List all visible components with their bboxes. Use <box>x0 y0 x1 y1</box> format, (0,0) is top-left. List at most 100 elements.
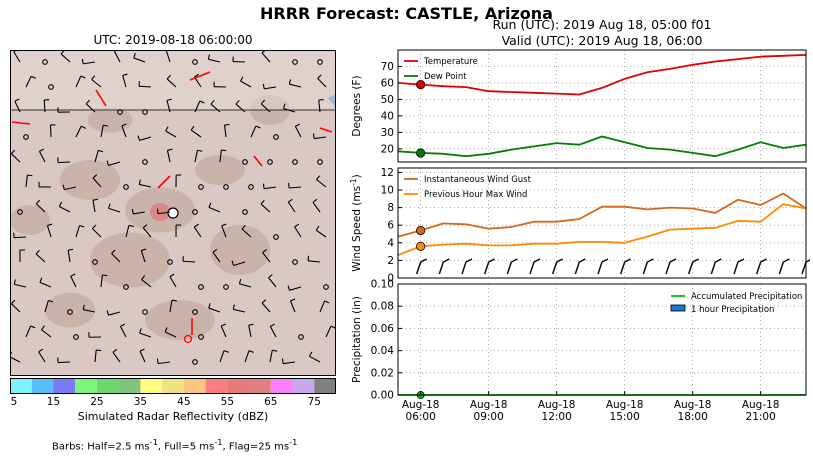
colorbar-tick-label: 5 <box>11 396 18 406</box>
calm-wind-marker <box>298 334 304 340</box>
colorbar-swatch <box>75 378 97 394</box>
wind-barb <box>121 123 127 138</box>
colorbar-swatch <box>53 378 76 394</box>
y-tick-label: 10 <box>381 185 394 197</box>
y-tick-label: 8 <box>387 202 394 214</box>
panel-frame <box>397 283 807 396</box>
colorbar-tick-label: 15 <box>47 396 60 406</box>
wind-barb <box>307 255 321 263</box>
wind-barb <box>232 304 246 313</box>
terrain-shade <box>210 225 270 275</box>
wind-barb <box>38 148 46 163</box>
legend-entry: Dew Point <box>424 72 467 82</box>
y-axis-label: Wind Speed (ms-1) <box>349 174 364 271</box>
calm-wind-marker <box>92 259 98 265</box>
wind-barb <box>67 248 74 263</box>
red-wind-barb <box>189 71 211 81</box>
wind-barb <box>156 358 171 365</box>
wind-barb <box>194 100 205 113</box>
wind-barb <box>269 349 278 363</box>
wind-barb <box>262 183 277 190</box>
radar-map <box>10 50 336 376</box>
wind-barb <box>13 232 27 239</box>
wind-barb <box>10 299 21 313</box>
wind-barb <box>91 75 102 88</box>
legend-entry: Temperature <box>423 57 478 67</box>
legend-entry: 1 hour Precipitation <box>691 305 774 315</box>
wind-barb <box>156 208 171 215</box>
series-line <box>397 54 807 96</box>
wind-barb <box>169 299 177 313</box>
wind-barb <box>194 149 203 163</box>
wind-barb <box>58 201 71 213</box>
wind-barb <box>210 99 221 113</box>
wind-barb <box>268 274 277 288</box>
wind-barb <box>288 79 302 88</box>
y-tick-label: 0 <box>387 273 394 285</box>
wind-barb <box>100 124 109 138</box>
wind-barb <box>41 325 52 338</box>
wind-barb <box>62 184 77 191</box>
wind-barb <box>81 58 96 65</box>
wind-barb <box>43 99 50 113</box>
barbs-note-part2: , Full=5 ms <box>157 441 215 453</box>
calm-wind-marker <box>323 284 329 290</box>
wind-barb <box>416 258 427 275</box>
y-axis-label: Degrees (F) <box>351 75 363 136</box>
calm-wind-marker <box>17 209 23 215</box>
wind-barb <box>141 275 152 288</box>
wind-barb <box>91 224 102 238</box>
barbs-note: Barbs: Half=2.5 ms-1, Full=5 ms-1, Flag=… <box>52 437 297 452</box>
calm-wind-marker <box>142 309 148 315</box>
calm-wind-marker <box>242 209 248 215</box>
calm-wind-marker <box>223 184 229 190</box>
wind-barb <box>169 273 177 288</box>
station-marker <box>167 207 179 219</box>
wind-barb <box>57 357 71 364</box>
wind-barb <box>39 277 52 288</box>
calm-wind-marker <box>142 109 148 115</box>
colorbar-swatch <box>183 378 206 394</box>
wind-barb <box>213 81 227 88</box>
wind-barb <box>125 224 134 238</box>
x-tick-time: 15:00 <box>610 411 640 423</box>
y-tick-label: 6 <box>387 220 394 232</box>
wind-barb <box>70 273 77 288</box>
panel-frame <box>397 167 807 279</box>
wind-barb <box>220 323 227 338</box>
y-tick-label: 0.06 <box>371 323 395 335</box>
wind-barb <box>208 202 221 213</box>
wind-barb <box>315 225 327 238</box>
y-tick-label: 70 <box>381 61 394 73</box>
y-tick-label: 40 <box>381 110 394 122</box>
radar-echo <box>150 203 170 221</box>
wind-barb <box>92 174 102 188</box>
red-wind-barb <box>157 175 171 189</box>
wind-barb <box>250 125 261 138</box>
wind-barb <box>620 258 631 275</box>
wind-barb <box>506 258 518 275</box>
wind-barb <box>665 258 677 275</box>
calm-wind-marker <box>267 159 273 165</box>
wind-barb <box>35 199 46 213</box>
red-wind-barb <box>319 127 333 133</box>
wind-barb <box>182 256 196 263</box>
calm-wind-marker <box>248 184 254 190</box>
panel-frame <box>397 49 807 163</box>
wind-barb <box>25 325 36 338</box>
wind-barb <box>287 285 302 291</box>
x-tick-time: 21:00 <box>746 411 776 423</box>
wind-barb <box>232 56 246 63</box>
wind-barb <box>57 157 71 164</box>
colorbar-swatch <box>249 378 271 394</box>
wind-barb <box>238 278 252 288</box>
wind-barb <box>38 181 52 188</box>
wind-barb <box>710 258 722 275</box>
terrain-shade <box>10 205 50 235</box>
colorbar-swatch <box>162 378 184 394</box>
wind-barb <box>642 258 654 275</box>
colorbar-tick-label: 55 <box>221 396 234 406</box>
x-tick-date: Aug-18 <box>538 399 576 411</box>
wind-barb <box>25 174 33 188</box>
radar-colorbar: 5 15 25 35 45 55 65 75 <box>10 378 336 406</box>
